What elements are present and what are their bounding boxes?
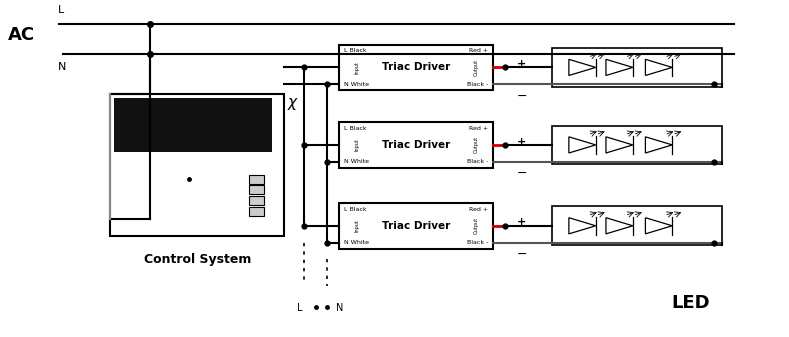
Bar — [552, 206, 722, 245]
Text: +: + — [517, 59, 526, 69]
Bar — [110, 94, 284, 236]
Text: Input: Input — [354, 139, 359, 151]
Bar — [249, 207, 264, 216]
Text: +: + — [517, 217, 526, 227]
Text: Black -: Black - — [467, 159, 488, 164]
Text: Output: Output — [473, 217, 478, 234]
Polygon shape — [606, 218, 633, 234]
Text: Input: Input — [354, 219, 359, 232]
Polygon shape — [606, 59, 633, 75]
Text: N White: N White — [344, 82, 369, 87]
Text: Red +: Red + — [469, 48, 488, 53]
Text: Triac Driver: Triac Driver — [382, 221, 451, 231]
Text: −: − — [517, 90, 527, 102]
Polygon shape — [569, 59, 596, 75]
Text: N White: N White — [344, 159, 369, 164]
Text: Red +: Red + — [469, 126, 488, 131]
Text: Output: Output — [473, 59, 478, 76]
Text: L: L — [297, 303, 302, 313]
Bar — [249, 175, 264, 184]
Text: +: + — [517, 136, 526, 147]
Bar — [339, 203, 493, 249]
Text: −: − — [517, 248, 527, 261]
Text: N White: N White — [344, 240, 369, 245]
Polygon shape — [645, 137, 672, 153]
Bar — [339, 44, 493, 90]
Text: LED: LED — [671, 294, 709, 312]
Polygon shape — [569, 137, 596, 153]
Text: Triac Driver: Triac Driver — [382, 62, 451, 72]
Bar — [552, 126, 722, 164]
Bar — [552, 48, 722, 87]
Bar — [339, 122, 493, 168]
Text: χ: χ — [288, 95, 297, 110]
Polygon shape — [645, 59, 672, 75]
Polygon shape — [645, 218, 672, 234]
Polygon shape — [606, 137, 633, 153]
Text: Output: Output — [473, 136, 478, 153]
Text: L Black: L Black — [344, 48, 367, 53]
Text: Black -: Black - — [467, 82, 488, 87]
Text: Input: Input — [354, 61, 359, 74]
Text: Black -: Black - — [467, 240, 488, 245]
Text: −: − — [517, 167, 527, 180]
Bar — [249, 196, 264, 205]
Text: Red +: Red + — [469, 207, 488, 212]
Bar — [249, 185, 264, 194]
Text: L Black: L Black — [344, 126, 367, 131]
Text: N: N — [58, 62, 66, 72]
Text: Triac Driver: Triac Driver — [382, 140, 451, 150]
Bar — [114, 98, 272, 152]
Text: Control System: Control System — [144, 253, 251, 266]
Text: L Black: L Black — [344, 207, 367, 212]
Text: AC: AC — [8, 26, 35, 44]
Text: N: N — [335, 303, 343, 313]
Polygon shape — [569, 218, 596, 234]
Text: L: L — [58, 5, 64, 15]
